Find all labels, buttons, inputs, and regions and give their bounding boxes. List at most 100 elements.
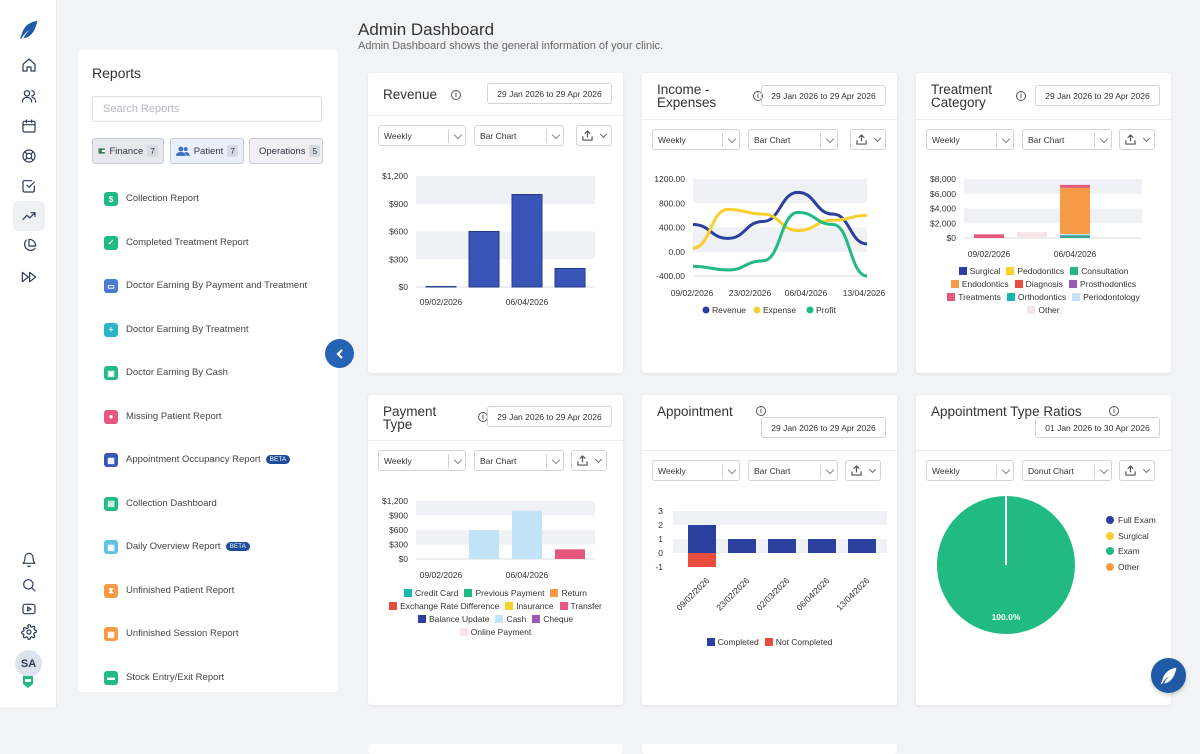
appointment-bar-segment (688, 525, 716, 553)
fast-forward-icon[interactable] (13, 262, 45, 292)
legend-item[interactable]: Cheque (532, 613, 573, 626)
report-item[interactable]: ⧗ Unfinished Patient Report (104, 584, 314, 598)
x-tick-label: 09/02/2026 (420, 570, 463, 580)
checkbox-icon[interactable] (13, 171, 45, 201)
x-tick-label: 06/04/2026 (506, 297, 549, 307)
x-tick-label: 09/02/2026 (671, 288, 714, 298)
y-tick-label: $900 (389, 199, 408, 209)
home-icon[interactable] (13, 50, 45, 80)
assistant-fab-button[interactable] (1151, 658, 1186, 693)
y-tick-label: $0 (947, 233, 957, 243)
page-subtitle: Admin Dashboard shows the general inform… (358, 40, 663, 52)
report-item-label: Unfinished Patient Report (126, 584, 234, 597)
grid-band (693, 179, 867, 203)
payment-bar (512, 511, 542, 559)
legend-swatch (460, 628, 468, 636)
legend-item[interactable]: Credit Card (404, 587, 458, 600)
report-item[interactable]: ▦Unfinished Session Report (104, 627, 314, 641)
legend-item[interactable]: Balance Update (418, 613, 490, 626)
category-count: 7 (227, 145, 238, 157)
legend-item[interactable]: Consultation (1070, 265, 1128, 278)
report-item[interactable]: ✓Completed Treatment Report (104, 236, 314, 250)
trend-icon[interactable] (13, 201, 45, 231)
legend-item[interactable]: Cash (495, 613, 526, 626)
logo-feather-icon[interactable] (13, 15, 45, 45)
legend-item[interactable]: Online Payment (460, 626, 531, 639)
reports-title: Reports (92, 65, 141, 81)
box-icon: ▬ (104, 671, 118, 685)
report-item[interactable]: ●Missing Patient Report (104, 410, 314, 424)
support-icon[interactable] (13, 141, 45, 171)
legend-item[interactable]: Other (1106, 560, 1156, 576)
collapse-panel-button[interactable] (325, 339, 354, 368)
legend-item[interactable]: Other (1027, 304, 1059, 317)
category-finance-button[interactable]: Finance 7 (92, 138, 164, 164)
pie-icon[interactable] (13, 231, 45, 261)
legend-item[interactable]: Periodontology (1072, 291, 1140, 304)
legend-label: Expense (763, 305, 796, 315)
y-tick-label: $300 (389, 540, 408, 550)
payment-bar (469, 530, 499, 559)
appointment-bar-segment (768, 539, 796, 553)
legend-item[interactable]: Endodontics (951, 278, 1009, 291)
legend-item[interactable]: Previous Payment (464, 587, 544, 600)
feather-icon (1159, 666, 1179, 686)
legend-item[interactable]: Insurance (505, 600, 553, 613)
legend-item[interactable]: Transfer (560, 600, 602, 613)
legend-label: Consultation (1081, 266, 1128, 276)
report-item-label: Completed Treatment Report (126, 236, 249, 249)
legend-item[interactable]: Treatments (947, 291, 1001, 304)
appointment-type-ratios-card: Appointment Type Ratios i 01 Jan 2026 to… (916, 395, 1171, 705)
legend-swatch (951, 280, 959, 288)
legend-label: Surgical (1118, 531, 1149, 541)
legend-item[interactable]: Not Completed (765, 636, 833, 649)
legend-item[interactable]: Completed (707, 636, 759, 649)
calendar-icon[interactable] (13, 111, 45, 141)
x-tick-label: 09/02/2026 (674, 575, 711, 612)
legend-item[interactable]: Surgical (959, 265, 1001, 278)
report-item-label: Missing Patient Report (126, 410, 222, 423)
y-tick-label: -400.00 (656, 271, 685, 281)
report-item[interactable]: +Doctor Earning By Treatment (104, 323, 314, 337)
legend-dot (1106, 532, 1114, 540)
y-tick-label: 400.00 (659, 223, 685, 233)
legend-item[interactable]: Surgical (1106, 529, 1156, 545)
legend-item[interactable]: Return (550, 587, 587, 600)
legend-label: Prosthodontics (1080, 279, 1136, 289)
legend-swatch (532, 615, 540, 623)
hourglass-icon: ⧗ (104, 584, 118, 598)
x-tick-label: 09/02/2026 (968, 249, 1011, 259)
category-operations-button[interactable]: Operations 5 (249, 138, 323, 164)
legend-swatch (1069, 280, 1077, 288)
clinic-logo-icon (22, 675, 34, 689)
report-item[interactable]: ▬Stock Entry/Exit Report (104, 671, 314, 685)
y-tick-label: 2 (658, 520, 663, 530)
legend-item[interactable]: Orthodontics (1007, 291, 1066, 304)
legend-item[interactable]: Exam (1106, 544, 1156, 560)
calendar-icon: ▦ (104, 627, 118, 641)
x-tick-label: 06/04/2026 (794, 575, 831, 612)
legend-item[interactable]: Prosthodontics (1069, 278, 1136, 291)
legend-item[interactable]: Pedodontics (1006, 265, 1064, 278)
category-patient-button[interactable]: Patient 7 (170, 138, 244, 164)
gear-icon[interactable] (13, 617, 45, 647)
report-item[interactable]: ▤Collection Dashboard (104, 497, 314, 511)
x-tick-label: 02/03/2026 (754, 575, 791, 612)
legend-swatch (947, 293, 955, 301)
report-item[interactable]: ▣Doctor Earning By Cash (104, 366, 314, 380)
grid-band (964, 179, 1142, 194)
search-reports-input[interactable] (92, 96, 322, 122)
report-item[interactable]: ▭Doctor Earning By Payment and Treatment (104, 279, 314, 293)
legend-item[interactable]: Full Exam (1106, 513, 1156, 529)
legend-item[interactable]: Diagnosis (1015, 278, 1063, 291)
report-item-label: Doctor Earning By Payment and Treatment (126, 279, 307, 292)
users-icon[interactable] (13, 81, 45, 111)
user-avatar[interactable]: SA (15, 650, 42, 677)
appointment-bar-segment (808, 539, 836, 553)
legend-item[interactable]: Exchange Rate Difference (389, 600, 499, 613)
report-item[interactable]: $Collection Report (104, 192, 314, 206)
